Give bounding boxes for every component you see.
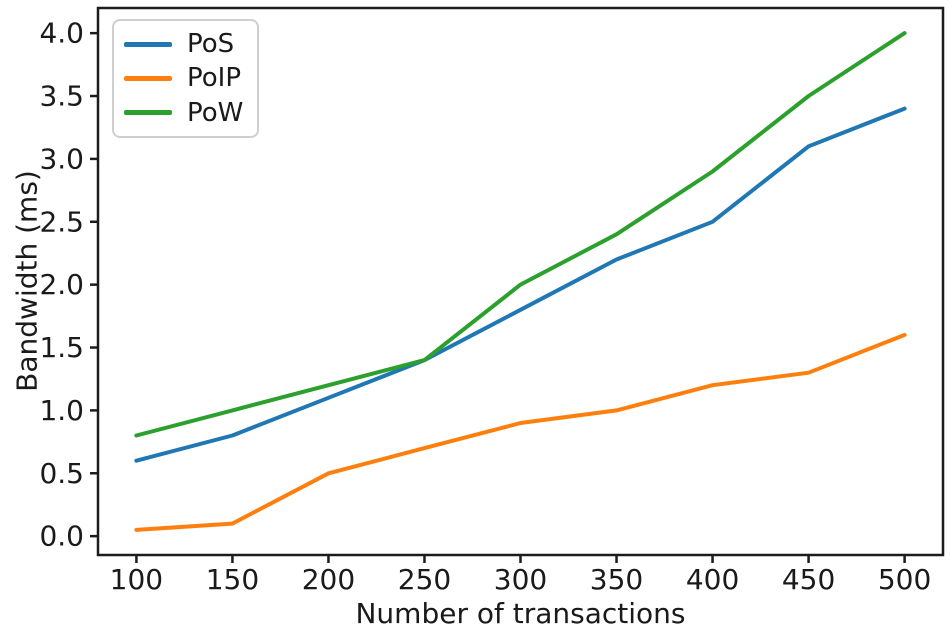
x-tick-label: 500 [878, 563, 931, 596]
y-tick-label: 2.5 [39, 205, 84, 238]
legend-line-sample-icon [124, 110, 172, 116]
x-tick-label: 450 [782, 563, 835, 596]
legend-line-sample-icon [124, 41, 172, 47]
legend-label: PoW [187, 97, 244, 128]
legend-item-pow: PoW [124, 100, 247, 126]
legend-label: PoS [187, 29, 235, 60]
x-axis-title: Number of transactions [355, 597, 686, 630]
y-tick-label: 3.0 [39, 142, 84, 175]
y-tick-label: 4.0 [39, 17, 84, 50]
legend-item-pos: PoS [124, 31, 247, 57]
y-axis-title: Bandwidth (ms) [10, 170, 44, 392]
y-tick-label: 0.0 [39, 520, 84, 553]
legend-label: PoIP [187, 63, 242, 94]
x-tick-label: 200 [302, 563, 355, 596]
y-tick-label: 1.0 [39, 394, 84, 427]
x-tick-label: 400 [686, 563, 739, 596]
x-tick-label: 250 [398, 563, 451, 596]
series-line-poip [134, 332, 907, 532]
series-line-pow [134, 31, 907, 438]
series-line-pos [134, 106, 907, 463]
x-tick-label: 100 [110, 563, 163, 596]
legend-item-poip: PoIP [124, 65, 247, 91]
legend: PoS PoIP PoW [112, 19, 259, 138]
legend-line-sample-icon [124, 75, 172, 81]
y-tick-label: 2.0 [39, 268, 84, 301]
x-tick-label: 150 [206, 563, 259, 596]
y-tick-label: 3.5 [39, 80, 84, 113]
y-tick-label: 0.5 [39, 457, 84, 490]
x-tick-label: 350 [590, 563, 643, 596]
y-tick-label: 1.5 [39, 331, 84, 364]
x-tick-label: 300 [494, 563, 547, 596]
